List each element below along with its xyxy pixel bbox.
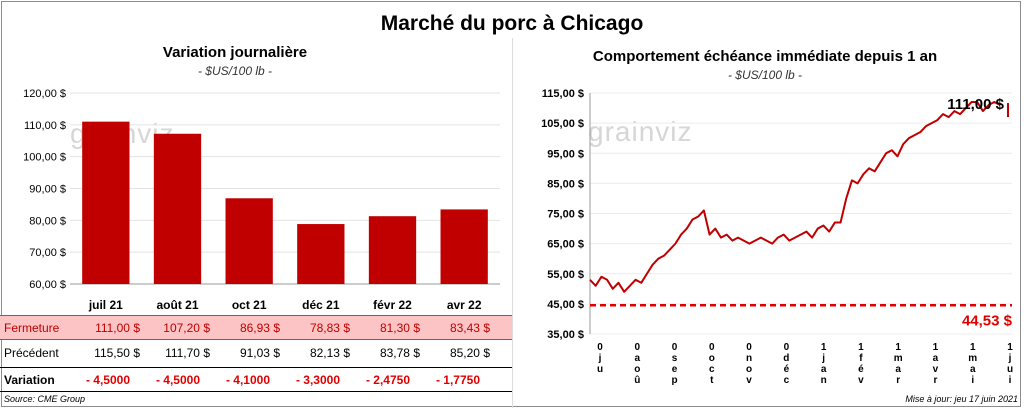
y-tick-label: 60,00 $	[29, 279, 66, 291]
variation-cell: - 1,7750	[435, 373, 480, 387]
right-chart-title: Comportement échéance immédiate depuis 1…	[592, 48, 938, 65]
x-tick-label: août 21	[156, 298, 198, 312]
y-tick-label: 70,00 $	[29, 247, 66, 259]
fermeture-label: Fermeture	[4, 321, 60, 335]
y-tick-label: 90,00 $	[29, 184, 66, 196]
fermeture-cell: 111,00 $	[95, 321, 140, 335]
current-value-label: 111,00 $	[947, 96, 1004, 113]
x-tick-label: févr 22	[373, 298, 412, 312]
y-tick-label: 100,00 $	[23, 152, 66, 164]
fermeture-cell: 81,30 $	[379, 321, 420, 335]
precedent-label: Précédent	[4, 346, 59, 360]
precedent-cell: 115,50 $	[94, 346, 140, 360]
variation-cell: - 3,3000	[295, 373, 340, 387]
precedent-cell: 83,78 $	[379, 346, 420, 360]
main-title: Marché du porc à Chicago	[380, 12, 644, 35]
variation-row: Variation - 4,5000 - 4,5000 - 4,1000 - 3…	[0, 367, 512, 392]
bar	[225, 198, 273, 284]
x-tick-label: juil 21	[88, 298, 123, 312]
y-tick-label: 110,00 $	[24, 120, 66, 132]
line-chart: 35,00 $ 45,00 $ 55,00 $ 65,00 $ 75,00 $ 85,00…	[541, 88, 1013, 386]
y-tick-label: 35,00 $	[547, 329, 584, 341]
precedent-cell: 85,20 $	[449, 346, 490, 360]
variation-cell: - 4,1000	[225, 373, 270, 387]
y-tick-label: 80,00 $	[29, 215, 66, 227]
y-tick-label: 120,00 $	[23, 88, 66, 100]
bar	[368, 216, 417, 284]
y-tick-label: 45,00 $	[547, 299, 584, 311]
y-tick-label: 65,00 $	[547, 239, 584, 251]
update-note: Mise à jour: jeu 17 juin 2021	[905, 394, 1018, 404]
fermeture-cell: 86,93 $	[239, 321, 280, 335]
panel-divider	[512, 38, 513, 408]
precedent-cell: 82,13 $	[309, 346, 350, 360]
source-note: Source: CME Group	[4, 394, 86, 404]
y-tick-label: 105,00 $	[541, 118, 584, 130]
fermeture-row: Fermeture 111,00 $ 107,20 $ 86,93 $ 78,8…	[0, 315, 512, 340]
bar	[440, 209, 488, 284]
fermeture-cell: 83,43 $	[449, 321, 490, 335]
x-tick-label: avr 22	[447, 298, 482, 312]
y-tick-label: 55,00 $	[547, 269, 584, 281]
fermeture-cell: 78,83 $	[309, 321, 350, 335]
y-tick-label: 75,00 $	[547, 209, 584, 221]
right-chart-unit: - $US/100 lb -	[727, 68, 803, 82]
variation-label: Variation	[4, 373, 55, 387]
precedent-cell: 111,70 $	[165, 346, 210, 360]
precedent-row: Précédent 115,50 $ 111,70 $ 91,03 $ 82,1…	[0, 341, 512, 364]
bar	[153, 133, 202, 284]
left-chart-unit: - $US/100 lb -	[197, 64, 273, 78]
fermeture-cell: 107,20 $	[163, 321, 210, 335]
x-tick-label: déc 21	[302, 298, 340, 312]
left-chart-title: Variation journalière	[162, 44, 308, 61]
bar	[82, 121, 130, 285]
right-watermark: grainviz	[588, 116, 693, 147]
reference-value-label: 44,53 $	[962, 312, 1013, 329]
y-tick-label: 95,00 $	[547, 148, 584, 160]
variation-cell: - 2,4750	[365, 373, 410, 387]
y-tick-label: 115,00 $	[542, 88, 584, 100]
price-line	[589, 101, 1001, 293]
variation-cell: - 4,5000	[85, 373, 130, 387]
y-tick-label: 85,00 $	[547, 178, 584, 190]
bar	[297, 224, 345, 284]
precedent-cell: 91,03 $	[239, 346, 280, 360]
variation-cell: - 4,5000	[155, 373, 200, 387]
x-tick-label: oct 21	[232, 298, 267, 312]
bar-chart: 60,00 $ 70,00 $ 80,00 $ 90,00 $ 100,00 $ 110,…	[23, 88, 500, 312]
